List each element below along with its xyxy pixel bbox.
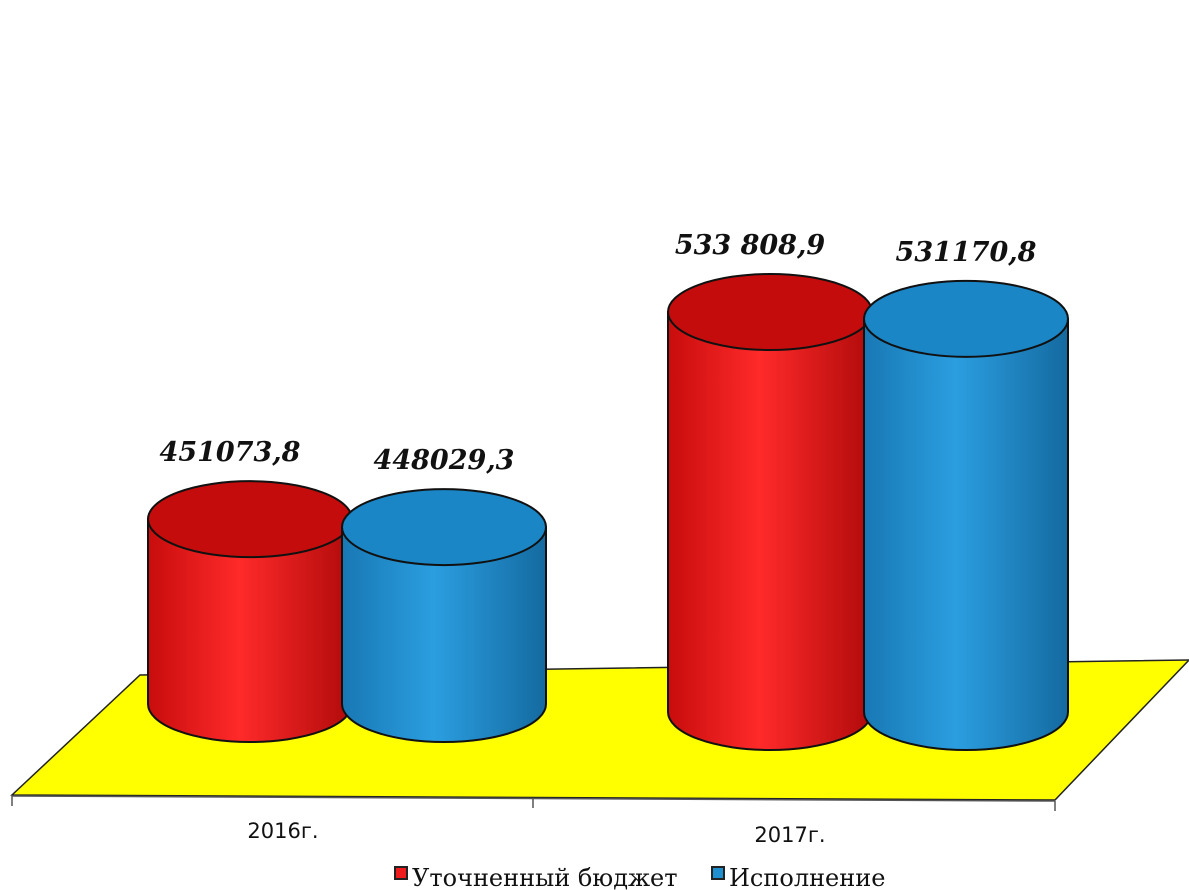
bar-top (341, 488, 547, 567)
labels-group: 451073,8 448029,3 2016г. 533 808,9 531170,8 2… (160, 230, 1037, 847)
bar-1-series-1 (147, 480, 353, 743)
bar-top (147, 480, 353, 559)
legend: Уточненный бюджет Исполнение (394, 864, 885, 890)
data-label-1-series-2: 448029,3 (374, 445, 515, 476)
x-tick-label-1: 2016г. (247, 819, 318, 843)
bar-body (667, 311, 873, 751)
bar-2-series-2 (863, 279, 1069, 751)
bars-group (147, 273, 1069, 751)
bar-body (863, 317, 1069, 751)
bar-top (667, 273, 873, 351)
x-tick-label-2: 2017г. (754, 823, 825, 847)
legend-label-series-1: Уточненный бюджет (412, 864, 678, 890)
bar-body (341, 526, 547, 743)
bar-1-series-2 (341, 488, 547, 743)
legend-swatch-series-1 (394, 866, 408, 880)
bar-top (863, 279, 1069, 358)
bar-body (147, 518, 353, 743)
data-label-1-series-1: 451073,8 (160, 437, 301, 468)
bar-2-series-1 (667, 273, 873, 751)
data-label-2-series-2: 531170,8 (896, 237, 1037, 268)
data-label-2-series-1: 533 808,9 (675, 230, 826, 261)
legend-label-series-2: Исполнение (729, 864, 885, 890)
legend-swatch-series-2 (711, 866, 725, 880)
